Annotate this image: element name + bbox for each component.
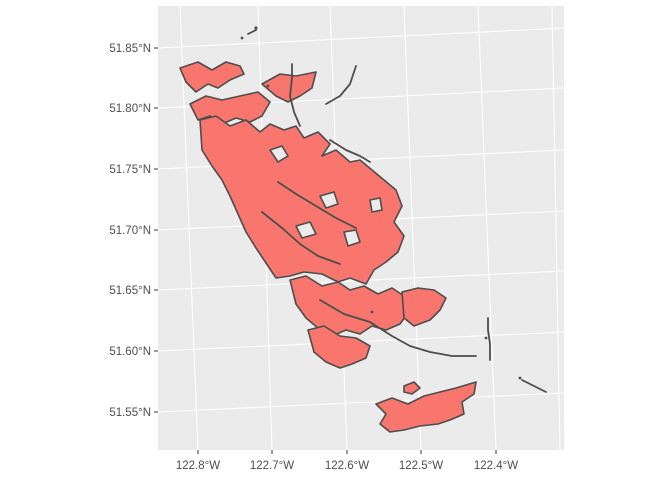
x-tick-label: 122.5°W bbox=[399, 460, 443, 472]
speck-5 bbox=[518, 376, 522, 380]
line-mid-link bbox=[261, 211, 341, 265]
x-tick-label: 122.4°W bbox=[474, 460, 518, 472]
y-tick-label: 51.60°N bbox=[109, 346, 151, 358]
polygon-north-west bbox=[179, 61, 245, 93]
speck-4 bbox=[484, 336, 488, 340]
line-north-top bbox=[247, 29, 257, 35]
polygon-hole-4 bbox=[343, 229, 361, 247]
map-features bbox=[179, 26, 547, 433]
parallel-line bbox=[157, 27, 565, 49]
parallel-line bbox=[157, 392, 565, 413]
line-north-east bbox=[325, 65, 357, 105]
x-axis-labels: 122.8°W 122.7°W 122.6°W 122.5°W 122.4°W bbox=[176, 460, 518, 472]
meridian-line bbox=[403, 5, 422, 451]
axis-ticks bbox=[154, 47, 497, 454]
y-axis-labels: 51.85°N 51.80°N 51.75°N 51.70°N 51.65°N … bbox=[109, 43, 151, 419]
x-tick-label: 122.8°W bbox=[176, 460, 220, 472]
polygon-south-small bbox=[403, 381, 421, 395]
polygon-south-block bbox=[375, 381, 477, 433]
speck-2 bbox=[240, 36, 244, 40]
polygon-hole-2 bbox=[319, 191, 339, 209]
polygon-hole-1 bbox=[269, 145, 289, 163]
polygon-hole-5 bbox=[369, 197, 383, 213]
line-east-branch bbox=[329, 139, 371, 163]
y-tick-label: 51.70°N bbox=[109, 225, 151, 237]
polygon-lower-central bbox=[307, 325, 371, 369]
polygon-north-central bbox=[189, 91, 271, 125]
speck-1 bbox=[254, 26, 258, 30]
y-tick-label: 51.75°N bbox=[109, 164, 151, 176]
line-south-east bbox=[521, 379, 547, 393]
y-tick-label: 51.85°N bbox=[109, 43, 151, 55]
x-tick-label: 122.7°W bbox=[250, 460, 294, 472]
line-west-link bbox=[277, 181, 357, 229]
speck-3 bbox=[370, 310, 374, 314]
line-lower-road bbox=[319, 299, 477, 357]
y-tick-label: 51.80°N bbox=[109, 103, 151, 115]
line-north-spur bbox=[289, 63, 301, 127]
polygon-hole-3 bbox=[295, 221, 317, 239]
x-tick-label: 122.6°W bbox=[325, 460, 369, 472]
polygon-upper-ridge bbox=[261, 71, 317, 103]
polygon-east-patch bbox=[401, 287, 447, 327]
meridian-line bbox=[477, 5, 497, 451]
y-tick-label: 51.65°N bbox=[109, 285, 151, 297]
line-east-vertical bbox=[487, 317, 491, 361]
meridian-line bbox=[551, 5, 561, 451]
speck-6 bbox=[266, 84, 270, 88]
y-tick-label: 51.55°N bbox=[109, 407, 151, 419]
